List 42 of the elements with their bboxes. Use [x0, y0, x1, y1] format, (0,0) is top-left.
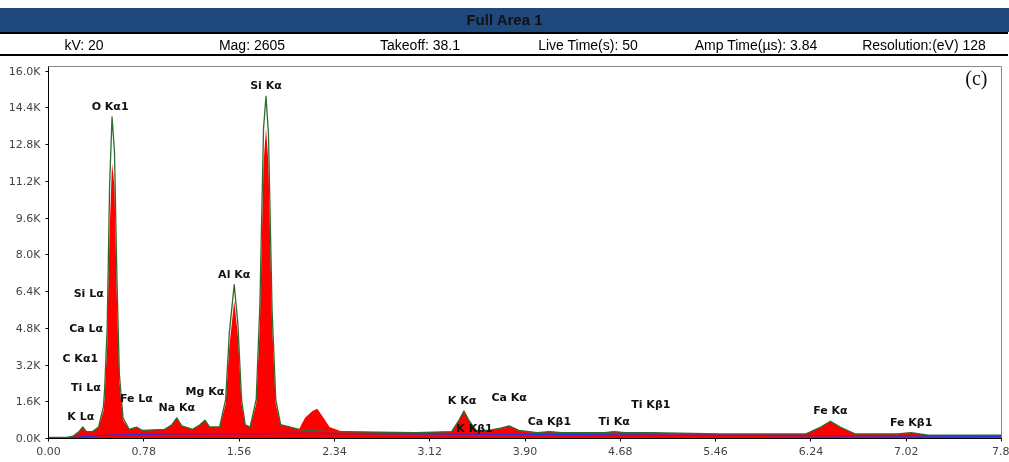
y-tick-label: 4.8K	[15, 321, 42, 335]
annotation: Fe Kβ1	[889, 415, 933, 429]
annotation: Ti Lα	[71, 381, 102, 395]
annotation: Si Kα	[250, 79, 283, 93]
annotation: Si Lα	[73, 287, 105, 301]
annotation: O Kα1	[91, 100, 129, 114]
x-tick-label: 4.68	[608, 444, 633, 458]
y-tick-label: 1.6K	[15, 395, 42, 409]
annotation: K Lα	[67, 410, 95, 424]
text: kV: 20 Mag: 2605 Takeoff: 38.1 Live Time(s): 50 Amp Time(µs): 3.84 Resolution:(eV) 128	[64, 37, 986, 53]
annotation: Ti Kα	[598, 414, 631, 428]
annotation: Ca Lα	[69, 321, 104, 335]
x-tick-label: 7.8	[992, 444, 1009, 458]
x-tick-label: 1.56	[226, 444, 252, 458]
annotation: K Kα	[447, 393, 477, 407]
annotation: Ca Kβ1	[527, 414, 572, 428]
chart-title: Full Area 1	[466, 10, 543, 30]
y-tick-label: 14.4K	[8, 101, 42, 115]
annotation: Ca Kα	[491, 390, 528, 404]
annotation: C Kα1	[62, 351, 99, 365]
x-tick-label: 7.02	[893, 444, 919, 458]
x-tick-label: 3.12	[417, 444, 442, 458]
y-tick-label: 0.0K	[15, 432, 42, 445]
x-tick-label: 3.90	[512, 444, 538, 458]
y-tick-label: 9.6K	[15, 211, 42, 225]
x-tick-label: 0.78	[131, 444, 157, 458]
annotation: Al Kα	[218, 267, 251, 281]
y-tick-label: 16.0K	[8, 64, 42, 78]
annotation: (c)	[965, 66, 988, 90]
y-tick-label: 12.8K	[8, 138, 42, 152]
y-tick-label: 11.2K	[8, 174, 42, 188]
y-tick-label: 3.2K	[15, 358, 42, 372]
x-tick-label: 6.24	[798, 444, 824, 458]
annotation: Mg Kα	[185, 385, 225, 399]
x-tick-label: 2.34	[322, 444, 347, 458]
x-tick-label: 0.00	[36, 444, 61, 458]
y-tick-label: 6.4K	[15, 285, 42, 299]
x-tick-label: 5.46	[703, 444, 728, 458]
annotation: Na Kα	[158, 400, 196, 414]
annotation: Fe Kα	[813, 404, 849, 418]
annotation: Ti Kβ1	[631, 397, 671, 411]
y-tick-label: 8.0K	[15, 248, 42, 262]
